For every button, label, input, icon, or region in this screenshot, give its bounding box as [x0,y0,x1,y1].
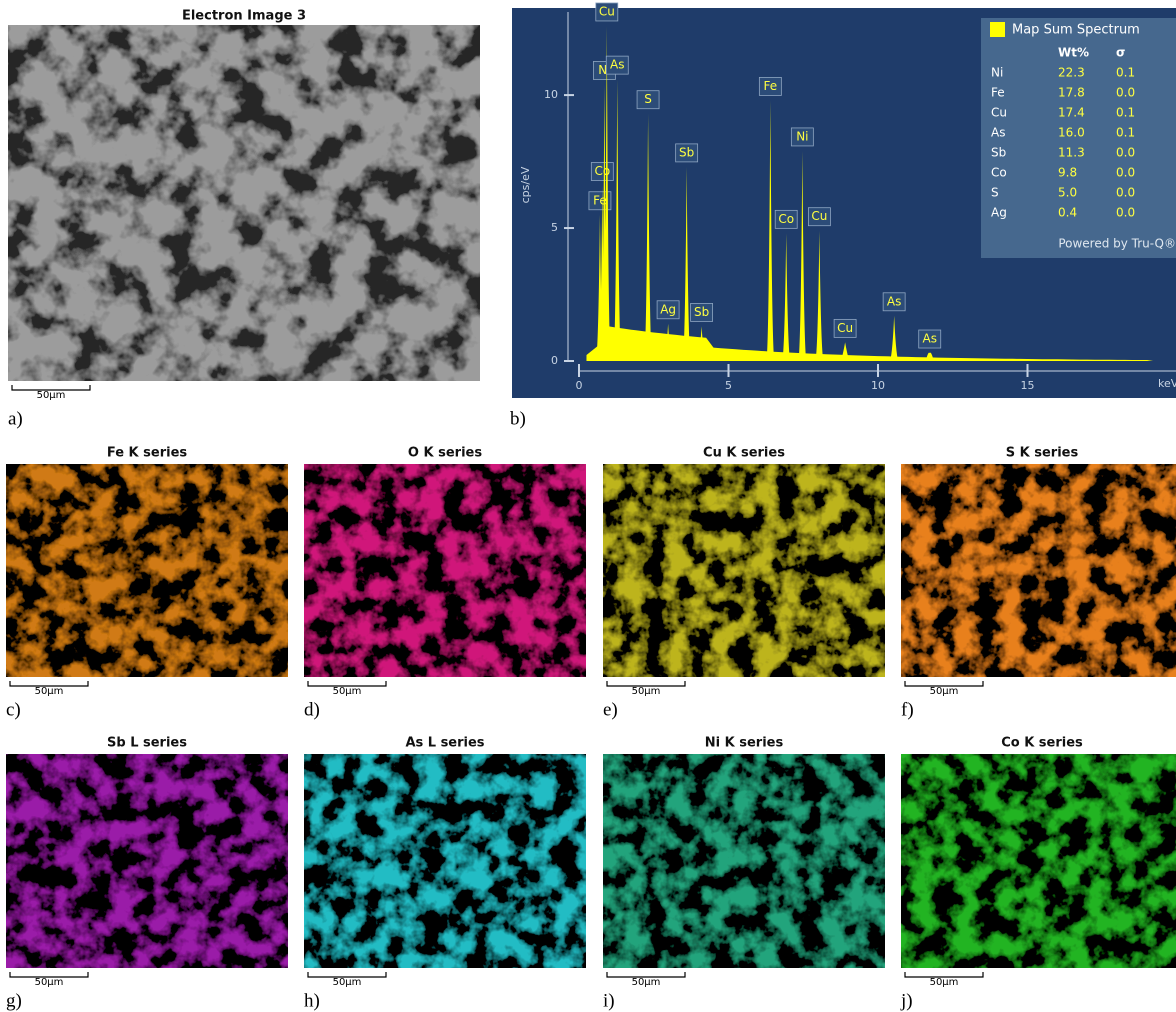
panel-letter: g) [6,990,22,1011]
legend-cell: 0.0 [1116,166,1135,180]
panel-title: Ni K series [705,736,784,751]
panel-letter: f) [901,699,914,720]
micrograph [6,464,288,677]
panel-title: Sb L series [107,736,187,751]
peak-label: Sb [679,145,694,159]
legend-cell: 0.0 [1116,146,1135,160]
y-tick-label: 5 [551,221,558,234]
panel-title: Electron Image 3 [182,9,306,24]
panel-letter: d) [304,699,320,720]
legend-cell: As [991,126,1005,140]
legend-cell: 0.0 [1116,206,1135,220]
legend-cell: 5.0 [1058,186,1077,200]
micrograph [8,25,480,381]
x-axis-label: keV [1158,377,1176,390]
scale-label: 50µm [333,686,362,697]
legend-column: σ [1116,46,1125,60]
x-tick-label: 0 [576,379,583,392]
panel-title: As L series [405,736,484,751]
panel-letter: i) [603,990,615,1011]
peak-label: Co [594,164,610,178]
legend-cell: 0.0 [1116,86,1135,100]
panel-letter: a) [8,408,23,429]
peak-label: As [887,294,901,308]
legend-column: Wt% [1058,46,1089,60]
scale-label: 50µm [37,390,66,401]
scale-label: 50µm [930,977,959,988]
peak-label: Cu [837,321,853,335]
micrograph [6,754,288,968]
scale-label: 50µm [35,686,64,697]
peak-label: As [922,332,936,346]
legend-cell: Co [991,166,1007,180]
panel-title: S K series [1006,446,1079,461]
legend-cell: 9.8 [1058,166,1077,180]
peak-label: Ag [660,302,676,316]
x-tick-label: 5 [725,379,732,392]
legend-swatch [990,22,1005,37]
y-axis-label: cps/eV [519,166,532,203]
legend-cell: Fe [991,86,1005,100]
legend-cell: 0.0 [1116,186,1135,200]
micrograph [304,754,586,968]
x-tick-label: 15 [1021,379,1035,392]
peak-label: S [644,92,652,106]
legend-cell: Sb [991,146,1006,160]
scale-label: 50µm [632,977,661,988]
micrograph [901,754,1176,968]
legend-cell: 0.1 [1116,106,1135,120]
peak-label: Fe [764,79,778,93]
legend-cell: 0.1 [1116,66,1135,80]
micrograph [603,754,885,968]
scale-label: 50µm [35,977,64,988]
legend-cell: 17.8 [1058,86,1085,100]
legend-cell: 17.4 [1058,106,1085,120]
panel-title: Co K series [1001,736,1083,751]
peak-label: Sb [694,305,709,319]
panel-title: Cu K series [703,446,785,461]
legend-cell: 11.3 [1058,146,1085,160]
legend-cell: Cu [991,106,1007,120]
legend-title: Map Sum Spectrum [1012,23,1140,38]
scale-label: 50µm [930,686,959,697]
micrograph [901,464,1176,677]
peak-label: Co [778,212,794,226]
x-tick-label: 10 [871,379,885,392]
panel-title: O K series [408,446,482,461]
peak-label: Cu [811,209,827,223]
y-tick-label: 10 [544,88,558,101]
peak-label: Ni [796,129,808,143]
legend-cell: 16.0 [1058,126,1085,140]
micrograph [304,464,586,677]
figure: Electron Image 3 50µm a) cps/eV keV 0 5 10 0 5 10 1… [0,0,1176,1012]
scale-label: 50µm [632,686,661,697]
legend-footer: Powered by Tru-Q® [1058,237,1176,251]
legend-cell: Ag [991,206,1007,220]
legend-cell: 0.4 [1058,206,1077,220]
panel-letter: h) [304,990,320,1011]
peak-label: As [610,58,624,72]
legend-cell: 0.1 [1116,126,1135,140]
panel-letter: c) [6,699,21,720]
panel-title: Fe K series [107,446,188,461]
peak-label: Cu [599,4,615,18]
panel-letter: b) [510,408,526,429]
legend-cell: S [991,186,999,200]
legend-cell: 22.3 [1058,66,1085,80]
scale-label: 50µm [333,977,362,988]
y-tick-label: 0 [551,354,558,367]
panel-letter: e) [603,699,618,720]
micrograph [603,464,885,677]
legend-cell: Ni [991,66,1003,80]
panel-letter: j) [900,990,913,1011]
